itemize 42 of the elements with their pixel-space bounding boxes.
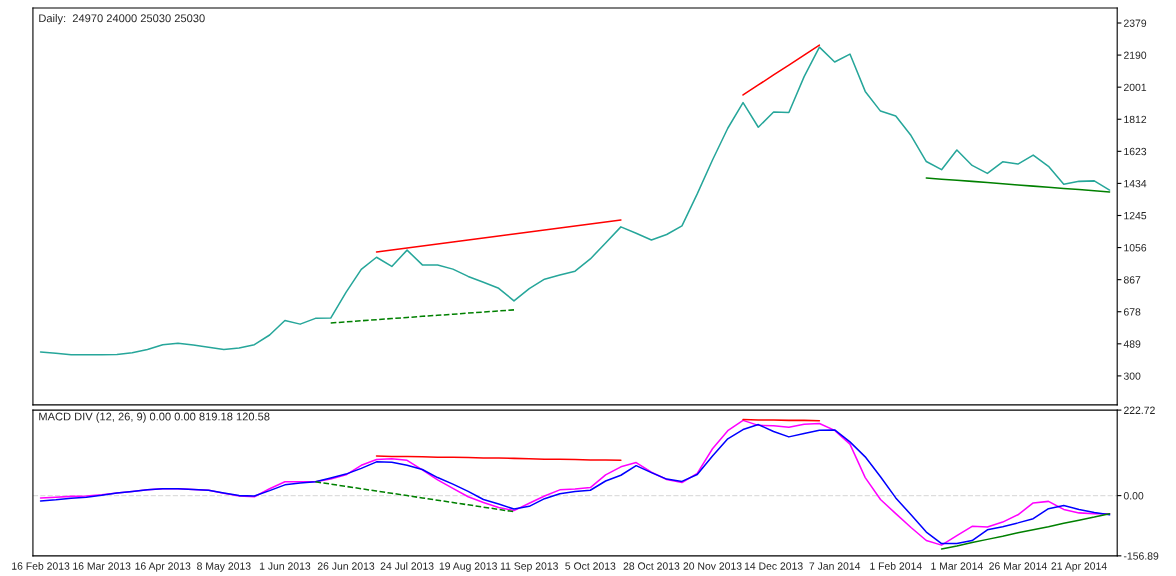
y-tick-label: 2001 xyxy=(1123,83,1147,92)
x-tick-label: 1 Feb 2014 xyxy=(870,562,922,570)
y-tick-label: 1056 xyxy=(1124,244,1147,252)
line-series xyxy=(375,219,622,253)
y-tick-label: 1245 xyxy=(1124,211,1147,220)
x-tick-label: 1 Jun 2013 xyxy=(259,562,311,570)
chart-title: MACD DIV (12, 26, 9) 0.00 0.00 819.18 120.58 xyxy=(39,412,270,423)
x-tick-label: 21 Apr 2014 xyxy=(1051,562,1107,572)
x-tick-label: 5 Oct 2013 xyxy=(565,562,616,570)
x-tick-label: 16 Feb 2013 xyxy=(12,562,70,570)
line-series xyxy=(329,309,515,324)
y-tick-label: 867 xyxy=(1123,276,1141,284)
y-tick-label: 1623 xyxy=(1124,147,1147,156)
line-series xyxy=(742,44,821,96)
x-tick-label: 28 Oct 2013 xyxy=(623,562,680,570)
line-series xyxy=(925,177,1111,193)
y-tick-label: -156.89 xyxy=(1123,552,1159,560)
text: Daily: 24970 24000 25030 25030 xyxy=(39,14,205,25)
x-tick-label: 26 Mar 2014 xyxy=(989,562,1047,570)
x-tick-label: 11 Sep 2013 xyxy=(500,562,558,572)
y-tick-label: 2190 xyxy=(1123,51,1147,59)
y-tick-label: 678 xyxy=(1123,308,1141,316)
x-tick-label: 8 May 2013 xyxy=(197,562,251,572)
line-series xyxy=(314,481,515,513)
x-tick-label: 19 Aug 2013 xyxy=(439,562,497,572)
y-tick-label: 0.00 xyxy=(1123,492,1144,500)
y-tick-label: 300 xyxy=(1123,372,1141,380)
line-series xyxy=(940,512,1111,550)
line-series xyxy=(39,46,1111,356)
y-tick-label: 489 xyxy=(1123,340,1141,348)
y-tick-label: 1434 xyxy=(1124,179,1147,188)
x-tick-label: 16 Apr 2013 xyxy=(135,562,191,572)
x-tick-label: 16 Mar 2013 xyxy=(73,562,131,570)
y-tick-label: 2379 xyxy=(1123,19,1147,27)
x-tick-label: 14 Dec 2013 xyxy=(744,562,803,570)
x-tick-label: 26 Jun 2013 xyxy=(317,562,375,570)
y-tick-label: 1812 xyxy=(1124,115,1147,124)
x-tick-label: 7 Jan 2014 xyxy=(809,562,861,570)
x-tick-label: 24 Jul 2013 xyxy=(380,562,434,570)
y-tick-label: 222.72 xyxy=(1123,406,1155,414)
x-tick-label: 1 Mar 2014 xyxy=(931,562,983,570)
x-tick-label: 20 Nov 2013 xyxy=(683,562,742,570)
